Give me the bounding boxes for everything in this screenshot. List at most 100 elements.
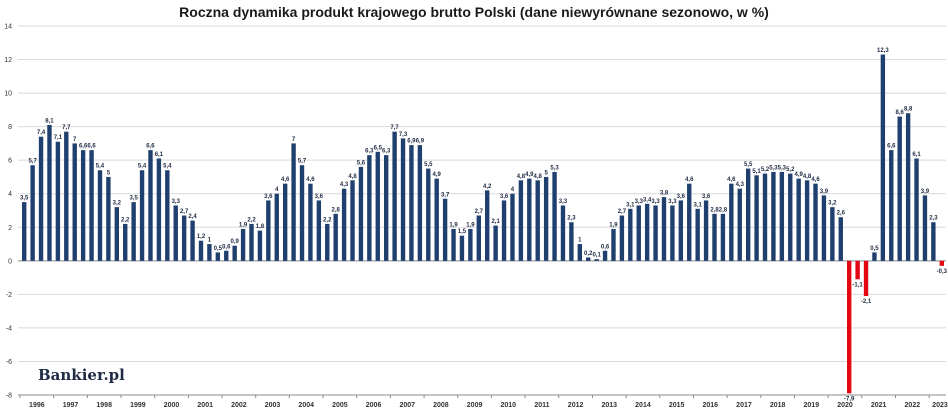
bankier-logo: Bankier.pl xyxy=(38,366,125,384)
bar xyxy=(80,150,86,261)
data-label: 2,3 xyxy=(567,216,576,222)
bar xyxy=(384,155,389,261)
data-label: 2,1 xyxy=(491,219,500,225)
bar xyxy=(198,240,204,261)
bar xyxy=(274,193,279,261)
bar xyxy=(889,150,894,261)
data-label: 7 xyxy=(292,137,296,143)
data-label: 1 xyxy=(578,238,582,244)
bar xyxy=(678,200,684,261)
data-label: 6,6 xyxy=(146,144,155,150)
data-label: 5,4 xyxy=(96,164,105,170)
bar xyxy=(325,223,330,261)
bar xyxy=(426,168,431,261)
data-label: 6,3 xyxy=(365,149,374,155)
bar xyxy=(880,54,886,261)
data-label: 3,3 xyxy=(172,199,181,205)
bar xyxy=(257,230,263,261)
bar xyxy=(131,202,136,261)
bar xyxy=(636,205,641,261)
bar xyxy=(249,223,254,261)
data-label: 2,3 xyxy=(929,216,938,222)
bar xyxy=(400,138,406,261)
x-tick-label: 2017 xyxy=(736,402,752,409)
data-label: 5,2 xyxy=(786,167,795,173)
bar xyxy=(914,158,919,261)
data-label: 7,1 xyxy=(54,135,63,141)
data-label: 4,9 xyxy=(795,172,804,178)
data-label: 5 xyxy=(107,170,111,176)
data-label: 4,6 xyxy=(727,177,736,183)
bar xyxy=(737,188,742,261)
y-tick-label: -6 xyxy=(6,359,12,366)
data-label: 5,3 xyxy=(550,165,559,171)
data-label: 3,6 xyxy=(500,194,509,200)
bar xyxy=(501,200,507,261)
bar xyxy=(476,215,481,261)
bar xyxy=(527,178,532,261)
bar xyxy=(661,197,667,261)
bar xyxy=(569,222,574,261)
y-tick-label: 8 xyxy=(8,124,12,131)
data-label: 3,6 xyxy=(702,194,711,200)
bar xyxy=(611,228,616,261)
data-label: 4,8 xyxy=(803,174,812,180)
data-label: -0,3 xyxy=(937,269,948,275)
bar xyxy=(762,173,768,261)
bar xyxy=(55,141,61,261)
bar xyxy=(931,222,936,261)
data-label: 4,3 xyxy=(340,182,349,188)
data-label: 7,4 xyxy=(37,130,46,136)
data-label: 1,9 xyxy=(609,222,618,228)
data-label: 5,5 xyxy=(424,162,433,168)
x-tick-label: 2020 xyxy=(837,402,853,409)
bar xyxy=(821,195,827,261)
data-label: 1 xyxy=(208,238,212,244)
data-label: -1,1 xyxy=(852,282,863,288)
bar xyxy=(451,228,456,261)
data-label: 0,5 xyxy=(214,246,223,252)
data-label: 1,2 xyxy=(197,234,206,240)
data-label: 7,7 xyxy=(62,125,71,131)
y-tick-label: 12 xyxy=(4,57,12,64)
data-label: 2,8 xyxy=(710,207,719,213)
x-tick-label: 2008 xyxy=(433,402,449,409)
bar xyxy=(754,175,759,261)
data-label: 3,5 xyxy=(20,196,29,202)
data-label: 7,7 xyxy=(390,125,399,131)
bar xyxy=(796,178,801,261)
bar xyxy=(644,203,650,261)
bar xyxy=(745,168,751,261)
bar xyxy=(729,183,734,261)
data-label: 4,6 xyxy=(306,177,315,183)
data-label: 6,6 xyxy=(87,144,96,150)
data-label: 4,8 xyxy=(534,174,543,180)
bar xyxy=(72,143,77,261)
data-label: 0,6 xyxy=(222,244,231,250)
data-label: 5,4 xyxy=(163,164,172,170)
bar xyxy=(30,165,35,261)
data-label: 2,7 xyxy=(475,209,484,215)
bar xyxy=(156,158,162,261)
data-label: 6,1 xyxy=(155,152,164,158)
data-label: 3,9 xyxy=(921,189,930,195)
bar xyxy=(375,151,380,261)
bar xyxy=(653,205,658,261)
x-tick-label: 2009 xyxy=(467,402,483,409)
data-label: 6,5 xyxy=(374,145,383,151)
data-label: 2,7 xyxy=(180,209,189,215)
bar xyxy=(897,116,902,261)
data-label: 6,9 xyxy=(416,139,425,145)
bar xyxy=(367,155,372,261)
x-axis-ticks: 1996 1997 1998 1999 2000 2001 2002 2003 2004 2005… xyxy=(18,394,948,409)
data-label: 5,7 xyxy=(28,159,37,165)
x-tick-label: 2012 xyxy=(568,402,584,409)
data-label: 5,6 xyxy=(357,160,366,166)
data-label: 3,5 xyxy=(129,196,138,202)
data-label: 4,3 xyxy=(736,182,745,188)
data-label: 5,4 xyxy=(138,164,147,170)
data-label: 2,2 xyxy=(323,217,332,223)
bar xyxy=(22,202,27,261)
data-label: 5,3 xyxy=(769,165,778,171)
